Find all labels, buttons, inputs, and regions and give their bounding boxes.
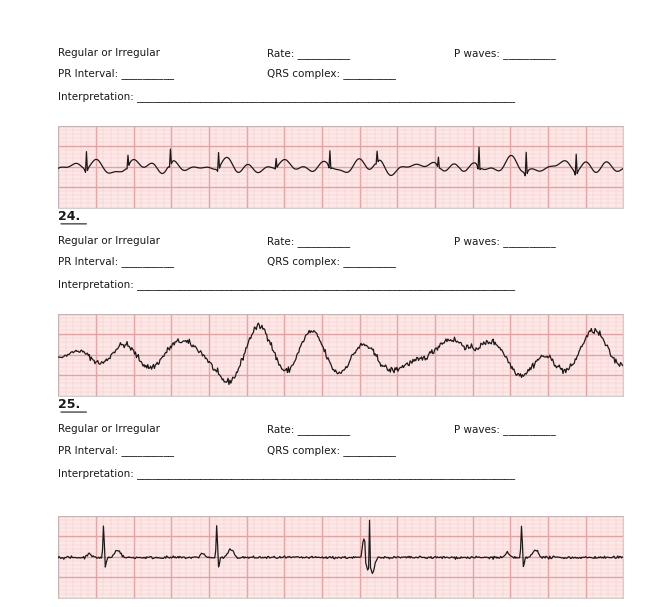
Text: Regular or Irregular: Regular or Irregular — [58, 48, 160, 58]
Text: PR Interval: __________: PR Interval: __________ — [58, 444, 174, 455]
Text: Interpretation: ________________________________________________________________: Interpretation: ________________________… — [58, 279, 516, 290]
Text: Interpretation: ________________________________________________________________: Interpretation: ________________________… — [58, 467, 516, 478]
Text: P waves: __________: P waves: __________ — [453, 424, 556, 435]
Text: PR Interval: __________: PR Interval: __________ — [58, 69, 174, 79]
Text: Rate: __________: Rate: __________ — [267, 48, 350, 59]
Text: Rate: __________: Rate: __________ — [267, 424, 350, 435]
Text: Regular or Irregular: Regular or Irregular — [58, 236, 160, 246]
Text: Interpretation: ________________________________________________________________: Interpretation: ________________________… — [58, 92, 516, 102]
Text: P waves: __________: P waves: __________ — [453, 48, 556, 59]
Text: QRS complex: __________: QRS complex: __________ — [267, 256, 396, 267]
Text: QRS complex: __________: QRS complex: __________ — [267, 69, 396, 79]
Text: P waves: __________: P waves: __________ — [453, 236, 556, 247]
Text: 24.: 24. — [58, 210, 80, 223]
Text: Regular or Irregular: Regular or Irregular — [58, 424, 160, 435]
Text: PR Interval: __________: PR Interval: __________ — [58, 256, 174, 267]
Text: Rate: __________: Rate: __________ — [267, 236, 350, 247]
Text: QRS complex: __________: QRS complex: __________ — [267, 444, 396, 455]
Text: 25.: 25. — [58, 398, 80, 411]
